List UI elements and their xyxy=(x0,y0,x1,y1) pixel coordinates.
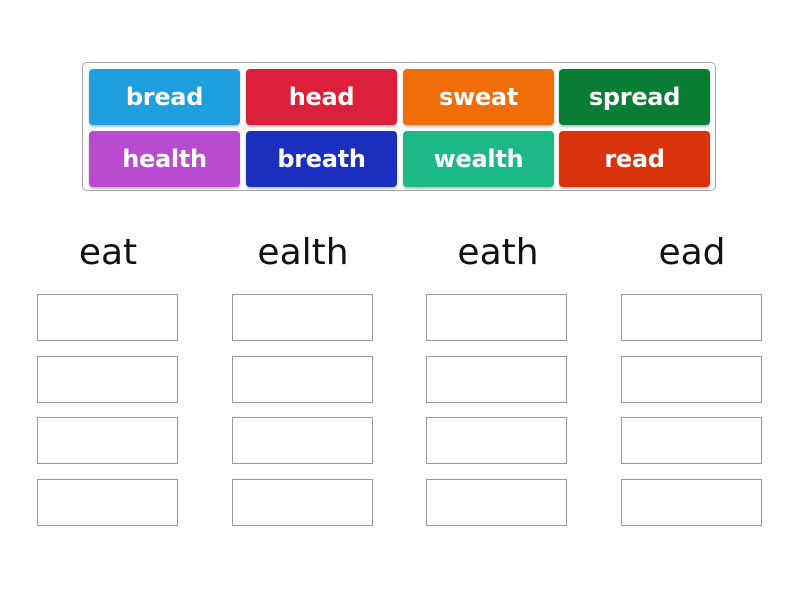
drop-slot[interactable] xyxy=(232,479,373,526)
drop-slot[interactable] xyxy=(621,356,762,403)
drop-slot[interactable] xyxy=(37,417,178,464)
column-heading-ead: ead xyxy=(658,232,726,273)
word-tile-health[interactable]: health xyxy=(89,131,240,187)
drop-slot[interactable] xyxy=(37,479,178,526)
column-heading-eat: eat xyxy=(78,232,138,273)
word-tile-breath[interactable]: breath xyxy=(246,131,397,187)
drop-slot[interactable] xyxy=(426,294,567,341)
drop-slot[interactable] xyxy=(621,417,762,464)
drop-slot[interactable] xyxy=(621,294,762,341)
word-tile-head[interactable]: head xyxy=(246,69,397,125)
word-tile-spread[interactable]: spread xyxy=(559,69,710,125)
drop-slot[interactable] xyxy=(232,356,373,403)
column-heading-eath: eath xyxy=(457,232,539,273)
word-bank: bread head sweat spread health breath wealth re… xyxy=(82,62,716,191)
drop-slot[interactable] xyxy=(621,479,762,526)
drop-slot[interactable] xyxy=(37,294,178,341)
word-tile-bread[interactable]: bread xyxy=(89,69,240,125)
drop-slot[interactable] xyxy=(232,417,373,464)
drop-slot[interactable] xyxy=(232,294,373,341)
drop-slot[interactable] xyxy=(426,479,567,526)
column-heading-ealth: ealth xyxy=(257,232,349,273)
drop-slot[interactable] xyxy=(37,356,178,403)
drop-slot[interactable] xyxy=(426,417,567,464)
word-tile-wealth[interactable]: wealth xyxy=(403,131,554,187)
word-tile-sweat[interactable]: sweat xyxy=(403,69,554,125)
word-tile-read[interactable]: read xyxy=(559,131,710,187)
drop-slot[interactable] xyxy=(426,356,567,403)
